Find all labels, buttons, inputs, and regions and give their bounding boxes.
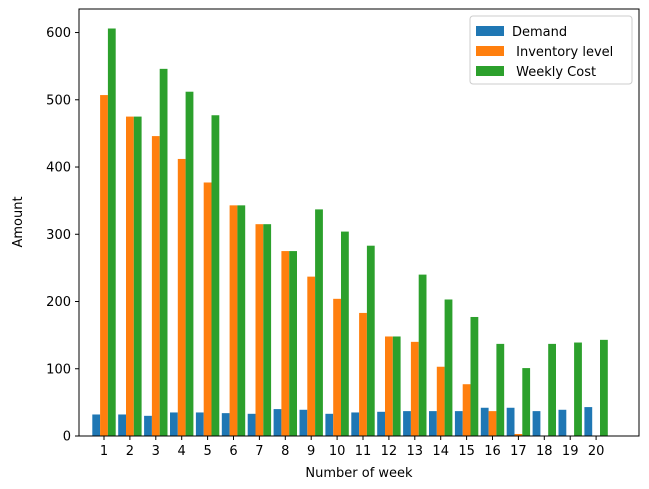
- legend-swatch-weekly-cost: [476, 66, 504, 76]
- bar-inventory-level-week-9: [307, 276, 316, 436]
- plot-frame: [78, 8, 640, 437]
- legend-box: [469, 15, 633, 85]
- y-tick-label: 200: [46, 295, 71, 310]
- x-tick-label: 16: [484, 444, 501, 459]
- bar-inventory-level-week-11: [359, 312, 367, 436]
- bar-demand-week-13: [403, 411, 411, 436]
- x-tick-label: 14: [432, 444, 449, 459]
- bar-weekly-cost-week-7: [263, 224, 272, 436]
- x-axis-label: Number of week: [305, 466, 413, 481]
- bar-weekly-cost-week-4: [185, 91, 194, 437]
- bar-inventory-level-week-12: [385, 336, 393, 436]
- bar-weekly-cost-week-17: [522, 368, 531, 436]
- x-tick-label: 6: [229, 444, 237, 459]
- bar-demand-week-4: [170, 412, 178, 436]
- bar-demand-week-12: [377, 411, 385, 436]
- bar-weekly-cost-week-16: [496, 343, 505, 436]
- bar-inventory-level-week-5: [203, 182, 212, 436]
- legend-swatch-inventory-level: [476, 46, 504, 56]
- legend: Demand Inventory level Weekly Cost: [469, 15, 633, 85]
- bar-weekly-cost-week-9: [315, 209, 323, 436]
- bar-demand-week-15: [454, 411, 463, 436]
- bar-weekly-cost-week-19: [574, 342, 582, 436]
- legend-swatch-demand: [476, 26, 504, 36]
- bar-inventory-level-week-8: [281, 251, 290, 436]
- bar-inventory-level-week-4: [177, 158, 186, 436]
- bar-demand-week-9: [299, 409, 308, 436]
- bar-inventory-level-week-6: [229, 205, 238, 436]
- bar-demand-week-14: [429, 411, 437, 436]
- bar-inventory-level-week-14: [436, 366, 445, 436]
- bar-demand-week-5: [195, 412, 204, 436]
- bar-inventory-level-week-2: [126, 116, 134, 436]
- y-tick-label: 100: [46, 362, 71, 377]
- bar-demand-week-8: [273, 409, 282, 436]
- bar-demand-week-1: [92, 414, 101, 436]
- bar-demand-week-6: [221, 413, 230, 436]
- bar-demand-week-10: [325, 413, 334, 436]
- bar-demand-week-3: [144, 415, 152, 436]
- bar-demand-week-20: [584, 407, 593, 436]
- legend-label-inventory-level: Inventory level: [512, 45, 613, 60]
- bar-inventory-level-week-1: [100, 95, 108, 436]
- y-axis: 0 100 200 300 400 500 600: [46, 26, 79, 445]
- bar-inventory-level-week-10: [333, 298, 341, 436]
- bar-demand-week-16: [480, 407, 489, 436]
- bar-inventory-level-week-16: [488, 411, 497, 436]
- x-tick-label: 1: [100, 444, 108, 459]
- bar-weekly-cost-week-12: [392, 336, 401, 436]
- bar-inventory-level-week-3: [151, 136, 160, 436]
- bar-inventory-level-week-17: [514, 433, 523, 436]
- y-tick-label: 500: [46, 93, 71, 108]
- x-tick-label: 4: [178, 444, 186, 459]
- bar-weekly-cost-week-2: [133, 116, 142, 436]
- x-tick-label: 13: [407, 444, 424, 459]
- x-tick-label: 9: [307, 444, 315, 459]
- bar-inventory-level-week-13: [410, 341, 419, 436]
- bar-weekly-cost-week-3: [159, 68, 168, 436]
- bar-inventory-level-week-15: [462, 384, 471, 436]
- bar-weekly-cost-week-14: [444, 299, 453, 436]
- y-axis-label: Amount: [11, 196, 26, 247]
- bar-weekly-cost-week-6: [237, 205, 246, 436]
- y-tick-label: 300: [46, 228, 71, 243]
- legend-label-demand: Demand: [512, 25, 567, 40]
- x-tick-label: 19: [562, 444, 579, 459]
- bar-demand-week-18: [532, 411, 541, 436]
- bars-layer: [92, 28, 608, 437]
- legend-label-weekly-cost: Weekly Cost: [512, 65, 596, 80]
- x-tick-label: 8: [281, 444, 289, 459]
- x-tick-label: 7: [255, 444, 263, 459]
- x-tick-label: 18: [536, 444, 553, 459]
- bar-weekly-cost-week-18: [548, 343, 556, 436]
- bar-weekly-cost-week-5: [211, 115, 220, 436]
- x-tick-label: 2: [126, 444, 134, 459]
- y-tick-label: 400: [46, 161, 71, 176]
- y-tick-label: 600: [46, 26, 71, 41]
- y-tick-label: 0: [63, 430, 71, 445]
- bar-demand-week-7: [247, 413, 256, 436]
- x-tick-label: 12: [381, 444, 398, 459]
- bar-demand-week-19: [558, 409, 567, 436]
- bar-weekly-cost-week-15: [470, 316, 479, 436]
- bar-demand-week-11: [351, 412, 360, 436]
- x-tick-label: 10: [329, 444, 346, 459]
- x-tick-label: 5: [203, 444, 211, 459]
- bar-weekly-cost-week-1: [107, 28, 116, 436]
- bar-weekly-cost-week-13: [418, 274, 427, 436]
- x-tick-label: 17: [510, 444, 527, 459]
- bar-weekly-cost-week-11: [366, 245, 375, 436]
- x-tick-label: 15: [458, 444, 475, 459]
- bar-weekly-cost-week-10: [341, 231, 349, 436]
- bar-weekly-cost-week-8: [289, 251, 297, 436]
- bar-demand-week-2: [118, 414, 126, 436]
- x-axis: 1 2 3 4 5 6 7 8 9 10 11 12 13 14 15 16 17 18 19 20: [100, 436, 605, 459]
- x-tick-label: 11: [355, 444, 372, 459]
- bar-demand-week-17: [506, 407, 515, 436]
- x-tick-label: 3: [152, 444, 160, 459]
- x-tick-label: 20: [588, 444, 605, 459]
- bar-inventory-level-week-7: [255, 224, 264, 436]
- bar-weekly-cost-week-20: [600, 339, 608, 436]
